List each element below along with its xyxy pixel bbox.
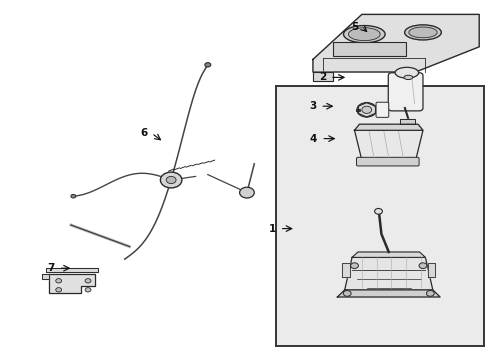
- Polygon shape: [49, 274, 95, 293]
- FancyBboxPatch shape: [387, 73, 422, 111]
- Ellipse shape: [343, 26, 385, 43]
- Text: 6: 6: [140, 128, 147, 138]
- Polygon shape: [351, 252, 425, 257]
- Circle shape: [160, 172, 182, 188]
- Polygon shape: [41, 274, 49, 279]
- Polygon shape: [354, 130, 422, 160]
- Circle shape: [71, 194, 76, 198]
- Text: 7: 7: [47, 263, 55, 273]
- Polygon shape: [344, 257, 432, 290]
- Ellipse shape: [408, 27, 436, 38]
- Circle shape: [85, 288, 91, 292]
- Circle shape: [56, 279, 61, 283]
- FancyBboxPatch shape: [375, 102, 388, 117]
- Circle shape: [374, 208, 382, 214]
- Circle shape: [85, 279, 91, 283]
- Circle shape: [204, 63, 210, 67]
- Ellipse shape: [347, 28, 380, 41]
- Polygon shape: [399, 119, 414, 124]
- Circle shape: [56, 288, 61, 292]
- Bar: [332, 42, 405, 56]
- Bar: [276, 86, 483, 346]
- Text: 5: 5: [350, 22, 357, 32]
- Circle shape: [426, 291, 433, 296]
- Polygon shape: [312, 72, 332, 81]
- Polygon shape: [337, 290, 439, 297]
- Circle shape: [239, 187, 254, 198]
- Ellipse shape: [394, 67, 418, 78]
- Circle shape: [166, 176, 176, 184]
- Polygon shape: [342, 263, 349, 277]
- Circle shape: [356, 103, 376, 117]
- Polygon shape: [312, 14, 478, 72]
- Text: 1: 1: [268, 224, 275, 234]
- FancyBboxPatch shape: [356, 157, 418, 166]
- Circle shape: [343, 291, 350, 296]
- Polygon shape: [427, 263, 434, 277]
- Ellipse shape: [403, 75, 412, 80]
- Polygon shape: [354, 124, 422, 130]
- Ellipse shape: [404, 25, 440, 40]
- Circle shape: [350, 263, 358, 269]
- Text: 4: 4: [309, 134, 317, 144]
- Text: 3: 3: [308, 101, 316, 111]
- Circle shape: [361, 106, 371, 113]
- Polygon shape: [46, 268, 98, 272]
- Circle shape: [418, 263, 426, 269]
- Text: 2: 2: [318, 72, 325, 82]
